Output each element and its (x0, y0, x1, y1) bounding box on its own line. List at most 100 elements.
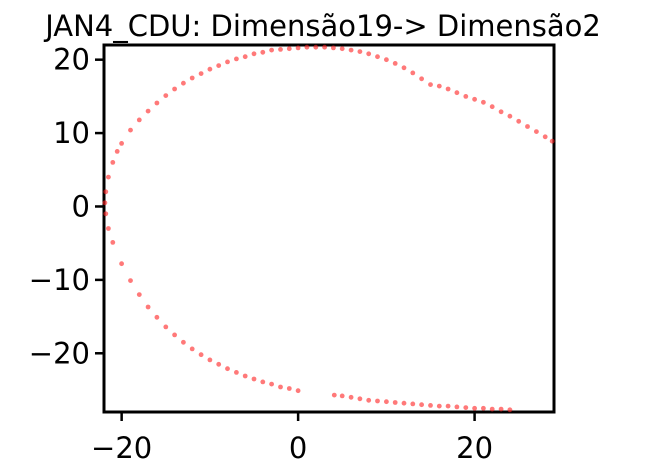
data-point (549, 138, 555, 144)
data-point (278, 384, 283, 390)
data-point (207, 66, 213, 72)
data-point (172, 332, 178, 338)
data-point (436, 403, 442, 409)
data-point (269, 47, 274, 53)
data-point (436, 83, 442, 89)
y-axis: 20 10 0 −10 −20 (29, 43, 104, 370)
data-point (357, 396, 363, 402)
data-point (198, 71, 204, 76)
data-point (375, 398, 380, 404)
data-point (207, 357, 213, 363)
data-point (251, 376, 257, 382)
data-point (163, 93, 169, 98)
data-point (534, 129, 539, 135)
data-point (114, 149, 120, 154)
data-point (384, 399, 389, 405)
data-point (419, 402, 424, 408)
data-point (260, 49, 266, 55)
y-tick-label: −20 (29, 336, 90, 370)
data-point (189, 75, 195, 81)
points-layer (102, 44, 555, 413)
data-point (331, 392, 337, 398)
data-point (106, 174, 111, 180)
data-point (154, 100, 160, 106)
data-point (225, 59, 230, 65)
x-axis: −20 0 20 (91, 412, 493, 465)
data-point (498, 109, 504, 115)
data-point (234, 56, 239, 62)
data-point (242, 54, 248, 60)
data-point (339, 393, 345, 399)
data-point (542, 134, 548, 140)
data-point (128, 278, 133, 283)
data-point (304, 44, 310, 50)
data-point (189, 346, 195, 352)
x-tick-label: −20 (91, 431, 152, 465)
data-point (481, 405, 486, 411)
data-point (428, 82, 433, 87)
data-point (216, 63, 222, 68)
data-point (401, 400, 407, 406)
data-point (225, 366, 230, 372)
chart-title: JAN4_CDU: Dimensão19-> Dimensão2 (43, 9, 601, 43)
data-point (410, 401, 416, 407)
y-tick-label: 0 (72, 189, 90, 223)
data-point (507, 407, 513, 413)
data-point (366, 51, 372, 57)
data-point (278, 47, 283, 52)
data-point (313, 44, 319, 50)
data-point (286, 386, 292, 391)
data-point (392, 61, 398, 66)
data-point (163, 324, 169, 330)
data-point (260, 379, 266, 385)
data-point (481, 99, 486, 105)
data-point (181, 80, 186, 86)
data-point (348, 47, 354, 53)
data-point (103, 189, 109, 195)
x-tick-label: 20 (456, 431, 493, 465)
data-point (145, 108, 151, 114)
data-point (103, 211, 109, 217)
data-point (419, 76, 424, 82)
data-point (119, 261, 124, 267)
data-point (216, 361, 222, 367)
data-point (295, 45, 301, 51)
data-point (525, 124, 530, 129)
data-point (198, 352, 204, 358)
data-point (136, 292, 142, 297)
data-point (119, 141, 124, 146)
data-point (295, 388, 301, 394)
data-point (366, 397, 372, 403)
data-point (286, 46, 292, 52)
data-point (251, 51, 257, 57)
data-point (507, 113, 513, 119)
x-tick-label: 0 (289, 431, 307, 465)
data-point (463, 405, 469, 410)
data-point (128, 127, 133, 133)
data-point (489, 406, 495, 412)
data-point (234, 370, 239, 375)
data-point (102, 200, 108, 206)
data-point (445, 86, 451, 92)
data-point (106, 226, 111, 231)
y-tick-label: 20 (53, 43, 90, 77)
data-point (516, 118, 522, 124)
data-point (463, 94, 469, 99)
data-point (392, 400, 398, 405)
data-point (242, 373, 248, 379)
data-point (136, 117, 142, 123)
data-point (428, 403, 433, 408)
data-point (357, 49, 363, 54)
data-point (454, 90, 460, 96)
data-point (454, 404, 460, 410)
data-point (322, 44, 327, 50)
data-point (410, 70, 416, 76)
data-point (110, 160, 116, 165)
data-point (401, 65, 407, 71)
data-point (145, 304, 151, 310)
data-point (498, 406, 504, 412)
data-point (181, 339, 186, 345)
data-point (348, 394, 354, 400)
data-point (331, 45, 336, 51)
